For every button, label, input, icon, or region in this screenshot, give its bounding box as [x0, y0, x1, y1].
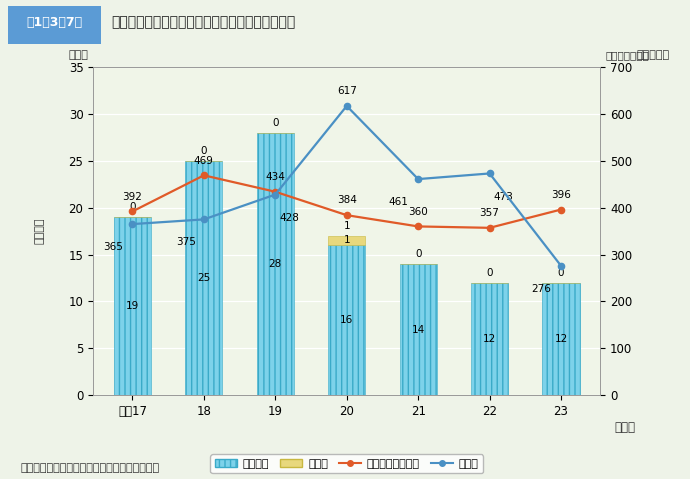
Text: 617: 617 — [337, 86, 357, 96]
Bar — [542, 283, 580, 395]
Text: 1: 1 — [344, 221, 350, 231]
Bar — [328, 245, 365, 395]
Legend: 負傷者数, 死者数, 流出事故発生件数, 損害額: 負傷者数, 死者数, 流出事故発生件数, 損害額 — [210, 455, 483, 473]
Text: 396: 396 — [551, 190, 571, 200]
Text: 19: 19 — [126, 301, 139, 311]
Text: 357: 357 — [480, 208, 500, 218]
Text: 第1－3－7図: 第1－3－7図 — [26, 16, 83, 29]
Text: 14: 14 — [411, 325, 425, 334]
Text: 危険物施設における流出事故発生件数と被害状況: 危険物施設における流出事故発生件数と被害状況 — [112, 16, 296, 30]
Bar — [471, 283, 508, 395]
Text: 365: 365 — [103, 242, 123, 252]
Text: 473: 473 — [493, 192, 513, 202]
Text: 0: 0 — [415, 249, 422, 259]
Text: 276: 276 — [531, 284, 551, 294]
Text: 360: 360 — [408, 207, 428, 217]
Bar — [400, 264, 437, 395]
Text: 392: 392 — [123, 192, 142, 202]
Text: 461: 461 — [388, 197, 408, 207]
Text: 16: 16 — [340, 315, 353, 325]
Text: 死倂者数: 死倂者数 — [35, 218, 45, 244]
Text: 0: 0 — [201, 146, 207, 156]
Text: 1: 1 — [344, 236, 350, 246]
Text: 0: 0 — [486, 268, 493, 278]
FancyBboxPatch shape — [8, 6, 101, 44]
Text: 428: 428 — [279, 213, 299, 223]
Text: 434: 434 — [266, 172, 285, 182]
Text: （件、百万円）: （件、百万円） — [605, 50, 649, 60]
Text: 375: 375 — [176, 238, 196, 248]
Bar — [186, 161, 222, 395]
Text: （人）: （人） — [68, 50, 88, 60]
Text: 0: 0 — [558, 268, 564, 278]
Bar — [257, 133, 294, 395]
Text: 469: 469 — [194, 156, 214, 166]
Text: 384: 384 — [337, 195, 357, 205]
Text: （備考）「危険物に係る事故報告」により作成: （備考）「危険物に係る事故報告」により作成 — [21, 463, 160, 473]
Text: 12: 12 — [483, 334, 496, 344]
Bar — [328, 236, 365, 245]
Text: （各年中）: （各年中） — [636, 50, 669, 60]
Text: 0: 0 — [272, 118, 279, 128]
Text: 25: 25 — [197, 273, 210, 283]
Text: 28: 28 — [268, 259, 282, 269]
Text: 0: 0 — [129, 202, 136, 212]
Text: （年）: （年） — [615, 422, 635, 434]
Bar — [114, 217, 151, 395]
Text: 12: 12 — [554, 334, 568, 344]
